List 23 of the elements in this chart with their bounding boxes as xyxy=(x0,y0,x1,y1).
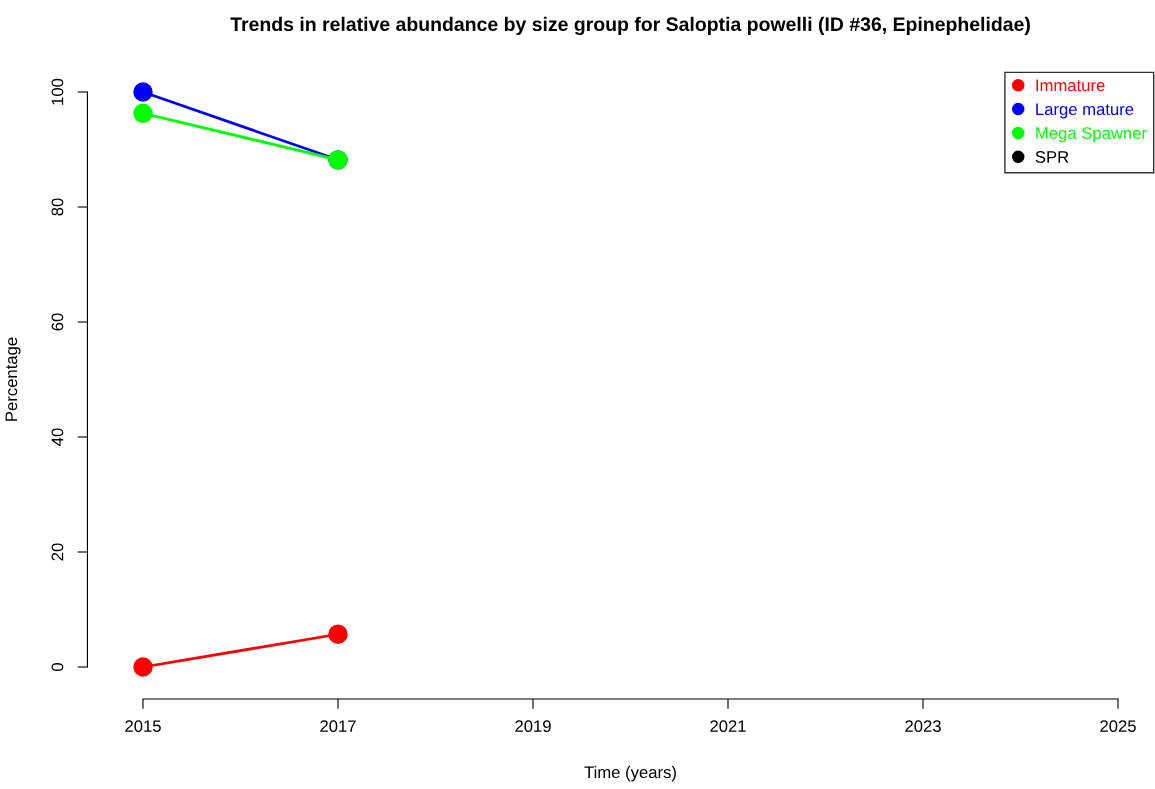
legend-label: Mega Spawner xyxy=(1036,127,1147,143)
x-tick-label: 2017 xyxy=(320,720,356,733)
point xyxy=(133,103,153,123)
point xyxy=(328,624,348,644)
point xyxy=(133,82,153,102)
x-tick-label: 2021 xyxy=(710,720,746,733)
y-tick-label: 60 xyxy=(51,313,64,331)
y-tick-label: 20 xyxy=(51,543,64,561)
legend-label: SPR xyxy=(1035,151,1069,163)
x-tick-label: 2025 xyxy=(1100,720,1136,733)
x-axis-title: Time (years) xyxy=(584,765,676,782)
y-axis-title: Percentage xyxy=(5,337,21,421)
x-tick-label: 2019 xyxy=(515,720,551,733)
legend-label: Large mature xyxy=(1036,103,1134,119)
chart-title: Trends in relative abundance by size group for Saloptia powelli (ID #36, Epinephelidae) xyxy=(230,16,1030,36)
x-tick-label: 2015 xyxy=(125,720,161,733)
x-tick-label: 2023 xyxy=(905,720,941,733)
y-tick-label: 40 xyxy=(51,428,64,446)
y-tick-label: 80 xyxy=(51,198,64,216)
legend-label: Immature xyxy=(1036,79,1105,92)
point xyxy=(133,657,153,677)
y-tick-label: 0 xyxy=(51,663,64,671)
y-tick-label: 100 xyxy=(51,78,64,105)
